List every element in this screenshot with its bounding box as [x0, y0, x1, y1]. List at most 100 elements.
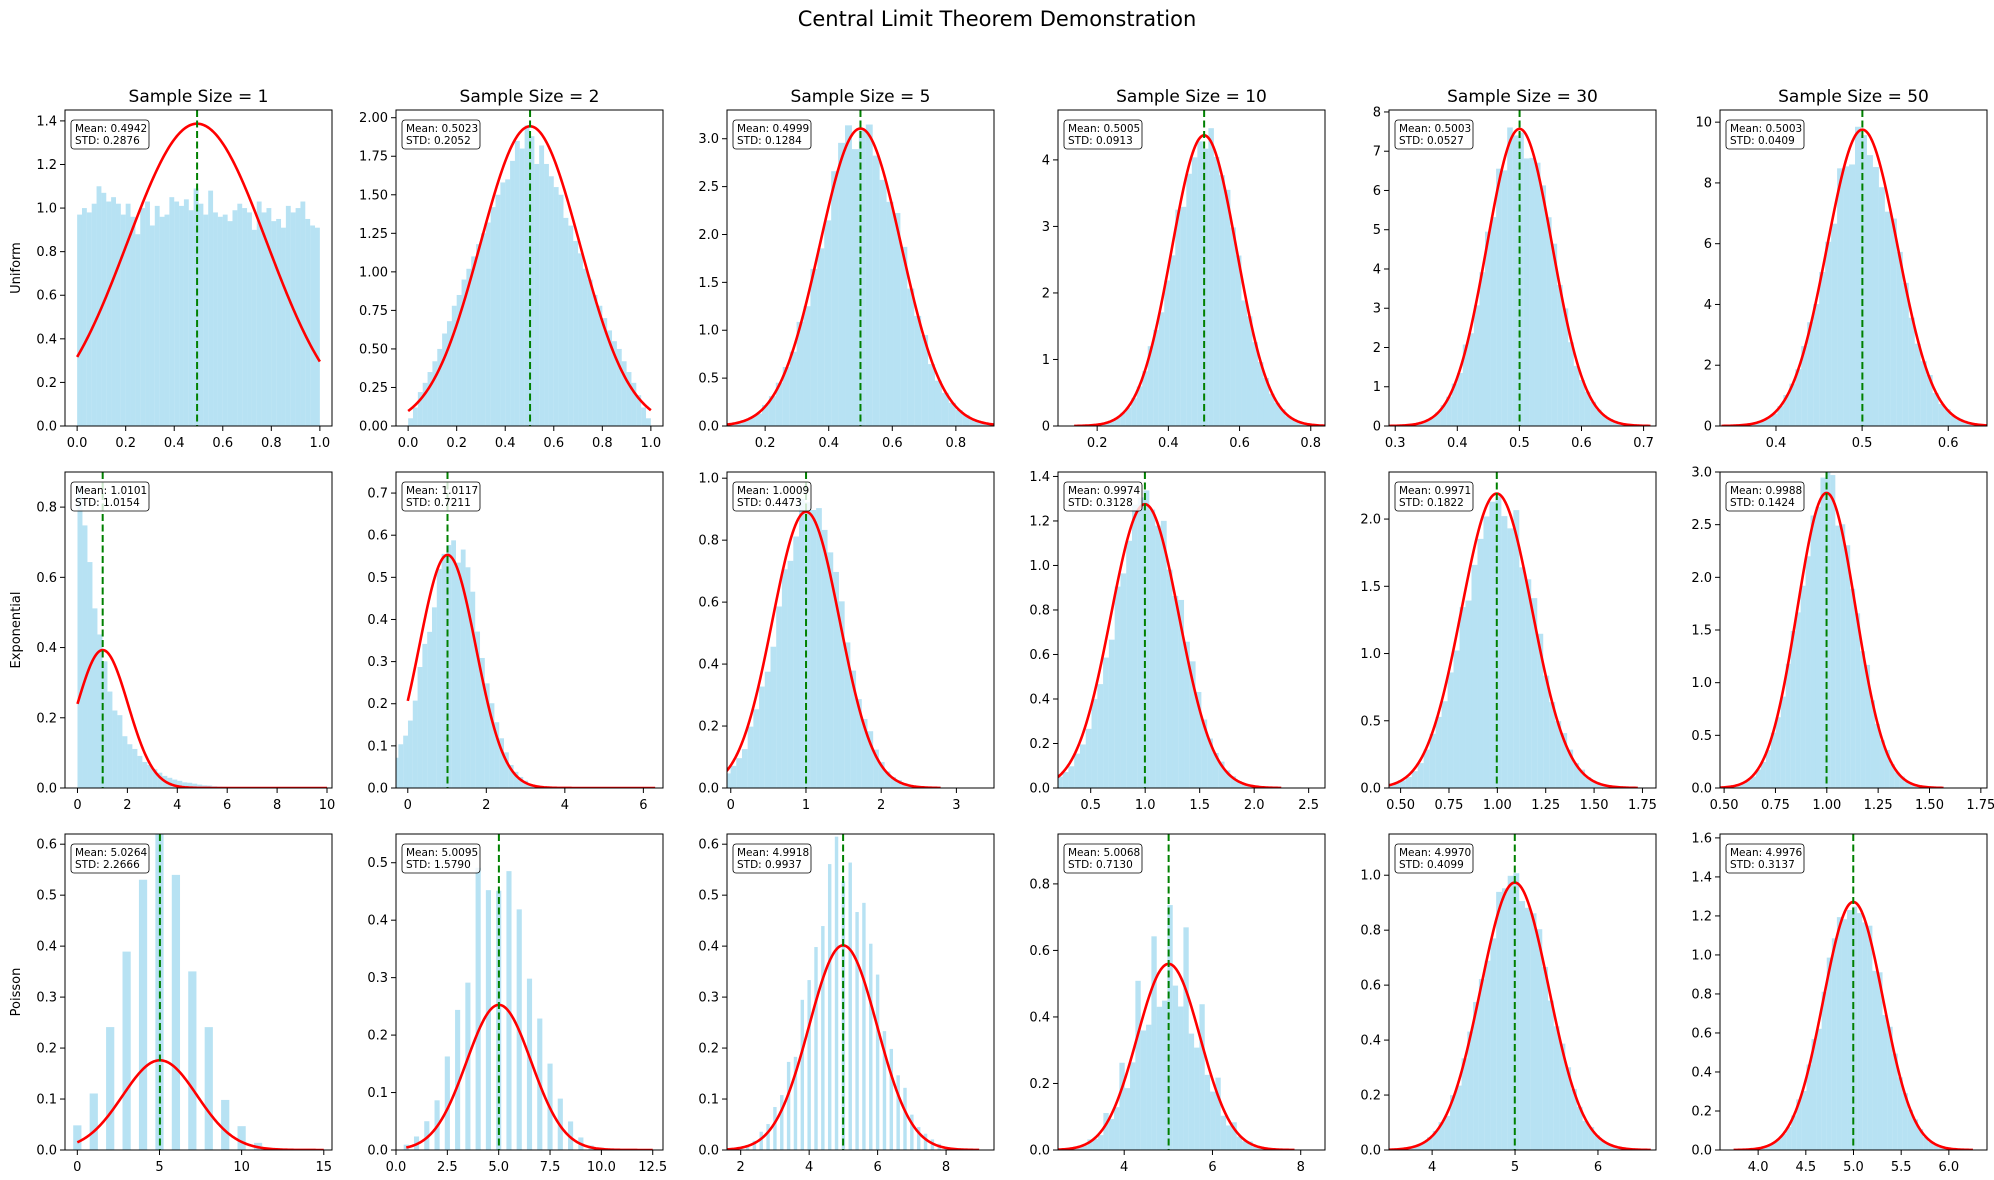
histogram-bar — [858, 130, 866, 426]
y-tick-label: 0.8 — [1029, 603, 1050, 618]
histogram-bar — [626, 372, 632, 426]
histogram-bar — [188, 210, 194, 426]
histogram-bar — [1765, 750, 1771, 788]
axes-frame — [726, 471, 995, 789]
histogram-bar — [607, 330, 613, 426]
x-tick-label: 2 — [877, 798, 885, 813]
x-tick-label: 2.0 — [1244, 798, 1265, 813]
histogram-bar — [1860, 135, 1867, 426]
y-tick-label: 0.3 — [367, 971, 388, 986]
histogram-bar — [878, 762, 885, 788]
histogram-bar — [1870, 700, 1876, 788]
y-tick-label: 2.5 — [1691, 518, 1712, 533]
histogram-bar — [179, 205, 184, 426]
x-tick-label: 0.7 — [1633, 436, 1654, 451]
histogram-bar — [1549, 702, 1556, 788]
histogram-bar — [412, 407, 418, 426]
histogram-bar — [523, 780, 529, 788]
stats-box — [401, 481, 481, 512]
y-tick-label: 1.4 — [1691, 870, 1712, 885]
histogram-bar — [1573, 763, 1580, 788]
y-tick-label: 1.0 — [1691, 948, 1712, 963]
histogram-bar — [745, 1144, 750, 1150]
histogram-bar — [1534, 162, 1541, 426]
histogram-bar — [1274, 402, 1281, 426]
histogram-bar — [495, 194, 501, 426]
y-tick-label: 1.4 — [36, 114, 57, 129]
histogram-bar — [171, 874, 181, 1150]
histogram-bar — [480, 233, 486, 426]
y-tick-label: 0.50 — [359, 342, 388, 357]
histogram-bar — [1519, 901, 1525, 1150]
std-stat: STD: 0.1284 — [737, 135, 802, 147]
panel-r1-c5: 0.50 0.75 1.00 1.25 1.50 1.75 0.0 0.5 1.0 1.5 2.0 2… — [1691, 466, 1994, 814]
y-tick-label: 4 — [1704, 298, 1712, 313]
histogram-bar — [948, 402, 956, 426]
histogram-bar — [1841, 919, 1848, 1150]
histogram-bar — [573, 241, 579, 426]
x-tick-label: 1.75 — [1628, 798, 1657, 813]
y-tick-label: 0.8 — [36, 245, 57, 260]
histogram-bar — [558, 194, 564, 426]
column-title: Sample Size = 1 — [129, 87, 269, 107]
histogram-bar — [510, 160, 515, 426]
y-tick-label: 3.0 — [698, 132, 719, 147]
histogram-bar — [759, 686, 765, 788]
y-tick-label: 0.8 — [36, 501, 57, 516]
histogram-bar — [107, 691, 113, 788]
histogram-bar — [764, 671, 771, 788]
plot-area — [76, 110, 321, 426]
histogram-bar — [1429, 733, 1436, 788]
histogram-bar — [1269, 393, 1275, 426]
histogram-bar — [442, 333, 447, 426]
histogram-bar — [408, 418, 413, 426]
histogram-bar — [182, 782, 188, 788]
histogram-bar — [1795, 612, 1801, 788]
y-tick-label: 0.0 — [367, 782, 388, 797]
histogram-bar — [1224, 189, 1231, 426]
histogram-bar — [1956, 418, 1963, 426]
x-tick-label: 0.6 — [882, 436, 903, 451]
histogram-bar — [1584, 391, 1591, 426]
histogram-bar — [1882, 1014, 1888, 1150]
histogram-bar — [127, 744, 133, 788]
stats-box — [732, 481, 812, 512]
histogram-bar — [1582, 1120, 1589, 1150]
histogram-bar — [736, 758, 742, 788]
histogram-bar — [172, 779, 178, 788]
histogram-bar — [1962, 422, 1969, 426]
y-tick-label: 0.6 — [367, 529, 388, 544]
x-tick-label: 1.25 — [1531, 798, 1560, 813]
y-tick-label: 1.6 — [1691, 831, 1712, 846]
histogram-bar — [976, 421, 984, 426]
histogram-bar — [1524, 907, 1531, 1150]
plot-area — [1389, 834, 1656, 1150]
histogram-bar — [1447, 672, 1454, 788]
histogram-bar — [1825, 241, 1832, 426]
x-tick-label: 0.6 — [543, 436, 564, 451]
y-tick-label: 0.0 — [36, 1144, 57, 1159]
histogram-bar — [1022, 787, 1028, 788]
histogram-bar — [1501, 516, 1508, 788]
histogram-bar — [1771, 413, 1778, 426]
x-tick-label: 5 — [155, 1160, 163, 1175]
histogram-bar — [1525, 579, 1532, 788]
plot-area — [1074, 110, 1325, 426]
histogram-bar — [138, 879, 148, 1150]
histogram-bar — [1160, 520, 1167, 788]
histogram-bar — [1087, 1139, 1093, 1150]
y-tick-label: 0.4 — [367, 914, 388, 929]
histogram-bar — [824, 220, 832, 426]
histogram-bar — [470, 591, 476, 788]
histogram-bar — [422, 382, 428, 426]
histogram-bar — [597, 305, 603, 426]
histogram-bar — [1835, 525, 1841, 788]
histogram-bar — [782, 366, 790, 426]
y-tick-label: 0.4 — [36, 641, 57, 656]
histogram-bar — [568, 225, 574, 426]
histogram-bar — [1455, 1085, 1462, 1150]
y-tick-label: 1.2 — [1691, 909, 1712, 924]
histogram-bar — [1776, 1139, 1782, 1150]
histogram-bar — [456, 294, 462, 426]
histogram-bar — [1760, 1147, 1766, 1150]
